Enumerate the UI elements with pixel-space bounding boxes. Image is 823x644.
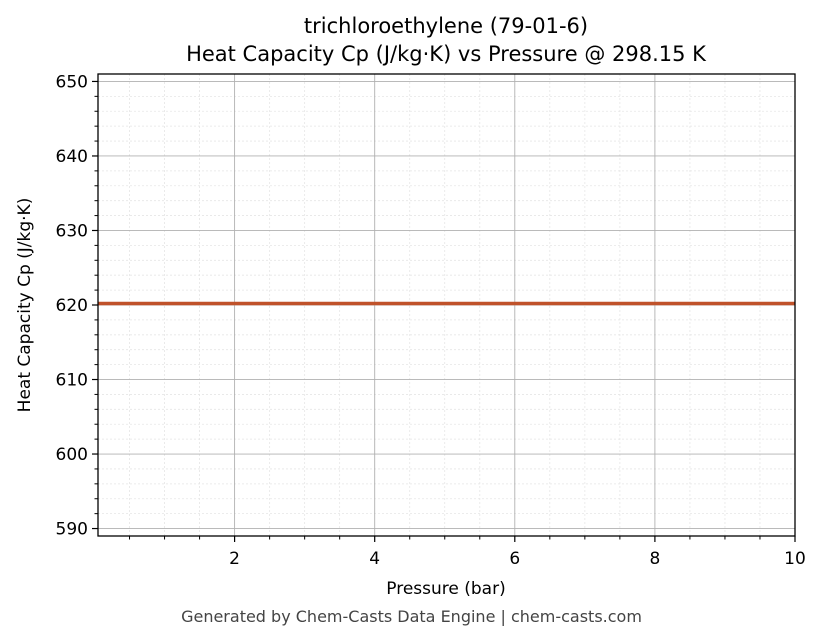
chart-title: trichloroethylene (79-01-6) — [304, 14, 588, 38]
x-tick-label: 8 — [649, 549, 660, 569]
y-tick-label: 640 — [56, 147, 88, 167]
ticks-layer: 2 4 6 8 10 590 600 610 620 630 640 650 — [56, 72, 806, 569]
y-tick-label: 630 — [56, 221, 88, 241]
y-tick-label: 610 — [56, 371, 88, 391]
minor-grid — [98, 74, 795, 536]
y-axis-label: Heat Capacity Cp (J/kg·K) — [15, 198, 35, 413]
y-tick-label: 650 — [56, 72, 88, 92]
y-tick-label: 600 — [56, 445, 88, 465]
y-tick-label: 590 — [56, 520, 88, 540]
y-tick-label: 620 — [56, 296, 88, 316]
x-axis-label: Pressure (bar) — [386, 579, 505, 599]
x-tick-label: 4 — [369, 549, 380, 569]
chart-subtitle: Heat Capacity Cp (J/kg·K) vs Pressure @ … — [186, 42, 707, 66]
x-tick-label: 6 — [509, 549, 520, 569]
x-tick-label: 10 — [784, 549, 806, 569]
x-tick-label: 2 — [229, 549, 240, 569]
footer-credit: Generated by Chem-Casts Data Engine | ch… — [181, 607, 642, 626]
